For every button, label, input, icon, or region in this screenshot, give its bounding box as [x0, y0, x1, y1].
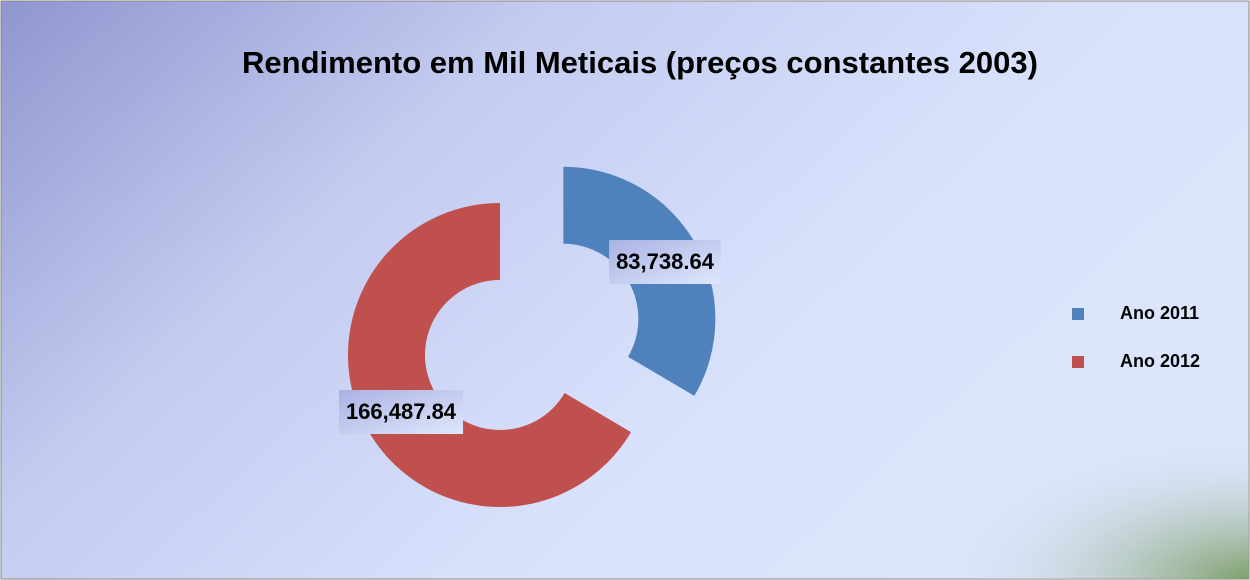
legend-marker [1072, 356, 1084, 368]
data-label-box [338, 390, 464, 434]
legend-label: Ano 2011 [1120, 303, 1199, 323]
data-label: 83,738.64 [616, 249, 715, 274]
data-label-box [609, 240, 721, 284]
legend-marker [1072, 308, 1084, 320]
data-label: 166,487.84 [346, 399, 457, 424]
chart-title: Rendimento em Mil Meticais (preços const… [242, 45, 1038, 80]
legend-label: Ano 2012 [1120, 351, 1200, 371]
